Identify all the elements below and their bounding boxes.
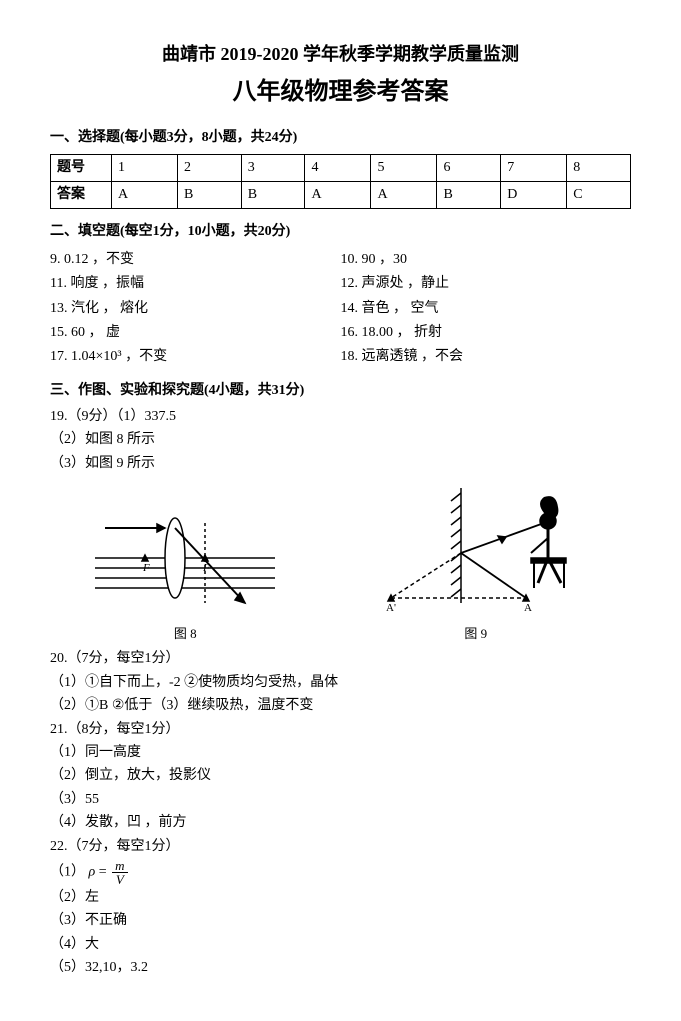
fill-item: 12. 声源处 ，静止: [341, 273, 632, 295]
table-cell: D: [501, 181, 567, 208]
fraction: m V: [112, 859, 127, 886]
q20-l1: （1）①自下而上，-2 ②使物质均匀受热，晶体: [50, 672, 631, 694]
figure-8: F F 图 8: [95, 503, 275, 644]
eq-sign: =: [99, 865, 110, 880]
mirror-diagram-icon: A' A: [366, 483, 586, 613]
fill-item: 17. 1.04×10³ ，不变: [50, 346, 341, 368]
q21-l4: （4）发散，凹 ，前方: [50, 812, 631, 834]
q22-l1-prefix: （1）: [50, 865, 85, 880]
fraction-den: V: [112, 873, 127, 886]
svg-text:A: A: [524, 602, 532, 613]
rho-symbol: ρ: [89, 865, 96, 880]
fill-item: 14. 音色 ， 空气: [341, 298, 632, 320]
table-cell: B: [437, 181, 501, 208]
q22-l2: （2）左: [50, 887, 631, 909]
row-label: 题号: [51, 154, 112, 181]
fill-row: 15. 60 ， 虚16. 18.00 ， 折射: [50, 321, 631, 345]
q21-l1: （1）同一高度: [50, 742, 631, 764]
fraction-num: m: [112, 859, 127, 873]
fill-row: 13. 汽化 ， 熔化14. 音色 ， 空气: [50, 297, 631, 321]
table-row: 答案 A B B A A B D C: [51, 181, 631, 208]
table-cell: A: [305, 181, 371, 208]
table-cell: 5: [371, 154, 437, 181]
table-cell: 7: [501, 154, 567, 181]
fill-item: 18. 远离透镜 ，不会: [341, 346, 632, 368]
fig9-label: 图 9: [366, 624, 586, 645]
q19-line2: （2）如图 8 所示: [50, 429, 631, 451]
q22-l4: （4）大: [50, 934, 631, 956]
q22-l5: （5）32,10，3.2: [50, 957, 631, 979]
q21-head: 21.（8分，每空1分）: [50, 719, 631, 741]
table-cell: 8: [567, 154, 631, 181]
q22-l1: （1） ρ = m V: [50, 859, 631, 886]
q22-head: 22.（7分，每空1分）: [50, 836, 631, 858]
svg-text:A': A': [386, 602, 396, 613]
doc-title-line1: 曲靖市 2019-2020 学年秋季学期教学质量监测: [50, 40, 631, 69]
q20-head: 20.（7分，每空1分）: [50, 648, 631, 670]
q19-line3: （3）如图 9 所示: [50, 453, 631, 475]
table-cell: B: [241, 181, 305, 208]
table-cell: B: [177, 181, 241, 208]
table-cell: C: [567, 181, 631, 208]
doc-title-line2: 八年级物理参考答案: [50, 73, 631, 111]
table-cell: A: [112, 181, 178, 208]
fill-row: 9. 0.12 ，不变10. 90 ，30: [50, 248, 631, 272]
fill-item: 10. 90 ，30: [341, 249, 632, 271]
answer-table: 题号 1 2 3 4 5 6 7 8 答案 A B B A A B D C: [50, 154, 631, 210]
q19-line1: 19.（9分）（1）337.5: [50, 406, 631, 428]
figure-9: A' A 图 9: [366, 483, 586, 644]
table-cell: 3: [241, 154, 305, 181]
svg-text:F: F: [202, 562, 210, 574]
q22-l3: （3）不正确: [50, 910, 631, 932]
fig8-label: 图 8: [95, 624, 275, 645]
fill-item: 15. 60 ， 虚: [50, 322, 341, 344]
fill-item: 9. 0.12 ，不变: [50, 249, 341, 271]
q21-l2: （2）倒立，放大，投影仪: [50, 765, 631, 787]
svg-text:F: F: [142, 562, 150, 574]
table-row: 题号 1 2 3 4 5 6 7 8: [51, 154, 631, 181]
fill-item: 13. 汽化 ， 熔化: [50, 298, 341, 320]
ans-label: 答案: [51, 181, 112, 208]
lens-diagram-icon: F F: [95, 503, 275, 613]
q21-l3: （3）55: [50, 789, 631, 811]
table-cell: 2: [177, 154, 241, 181]
table-cell: 1: [112, 154, 178, 181]
fill-row: 11. 响度 ，振幅12. 声源处 ，静止: [50, 272, 631, 296]
table-cell: 6: [437, 154, 501, 181]
fill-item: 16. 18.00 ， 折射: [341, 322, 632, 344]
fill-row: 17. 1.04×10³ ，不变18. 远离透镜 ，不会: [50, 345, 631, 369]
section1-header: 一、选择题(每小题3分，8小题，共24分): [50, 127, 631, 149]
section3-header: 三、作图、实验和探究题(4小题，共31分): [50, 380, 631, 402]
table-cell: 4: [305, 154, 371, 181]
fill-item: 11. 响度 ，振幅: [50, 273, 341, 295]
table-cell: A: [371, 181, 437, 208]
section2-header: 二、填空题(每空1分，10小题，共20分): [50, 221, 631, 243]
q20-l2: （2）①B ②低于（3）继续吸热，温度不变: [50, 695, 631, 717]
